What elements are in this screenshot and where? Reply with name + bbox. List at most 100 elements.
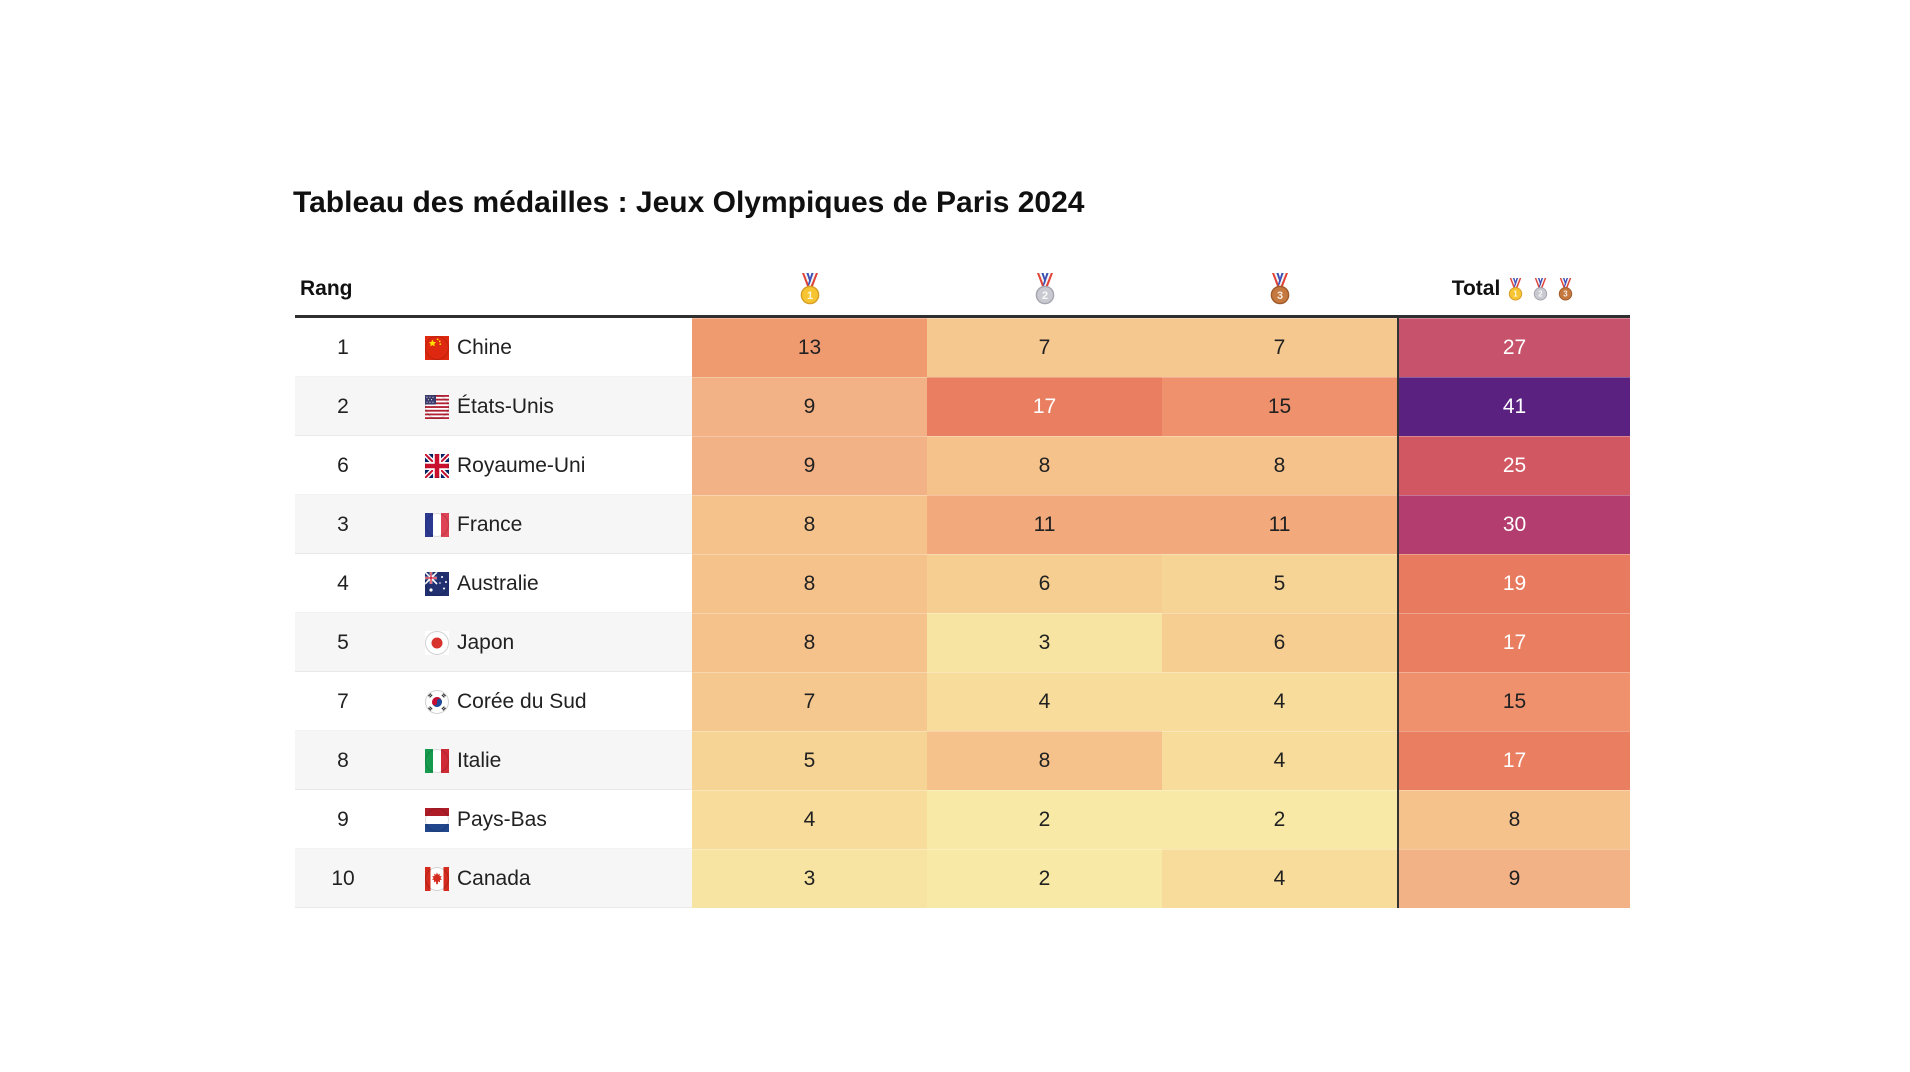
silver-count-cell: 4 [927,672,1162,731]
gold-count-cell: 9 [692,436,927,495]
total-count-cell: 8 [1397,790,1630,849]
table-row: 8 Italie 5 8 4 17 [295,731,1630,790]
svg-text:3: 3 [1564,289,1569,298]
silver-count-cell: 8 [927,731,1162,790]
silver-count-cell: 17 [927,377,1162,436]
flag-pays-bas-icon [425,807,449,832]
silver-count-cell: 2 [927,790,1162,849]
flag-slot [425,748,449,773]
total-count-cell: 9 [1397,849,1630,908]
table-row: 2 États-Unis 9 17 15 41 [295,377,1630,436]
table-row: 1 Chine 13 7 7 27 [295,318,1630,377]
bronze-medal-icon: 3 [1270,273,1289,305]
flag-australie-icon [425,571,449,596]
header-silver-column: 2 [927,263,1162,315]
silver-count-cell: 11 [927,495,1162,554]
country-label: Italie [457,748,502,772]
flag-slot [425,630,449,655]
header-total-column: Total 1 [1397,263,1630,315]
flag-chine-icon [425,335,449,360]
header-gold-column: 1 [692,263,927,315]
gold-medal-icon: 1 [1509,277,1523,300]
country-cell: 7 Corée du Sud [295,672,692,731]
country-cell: 2 États-Unis [295,377,692,436]
flag-slot [425,571,449,596]
bronze-medal-icon: 3 [1559,277,1573,300]
table-row: 7 Corée du Sud 7 4 4 15 [295,672,1630,731]
bronze-count-cell: 5 [1162,554,1397,613]
bronze-count-cell: 4 [1162,731,1397,790]
gold-count-cell: 7 [692,672,927,731]
total-count-cell: 27 [1397,318,1630,377]
gold-count-cell: 8 [692,495,927,554]
silver-medal-icon: 2 [1534,277,1548,300]
total-count-cell: 19 [1397,554,1630,613]
country-label: Canada [457,866,531,890]
bronze-count-cell: 4 [1162,849,1397,908]
flag-etats-unis-icon [425,394,449,419]
gold-count-cell: 9 [692,377,927,436]
total-count-cell: 15 [1397,672,1630,731]
flag-slot [425,453,449,478]
total-count-cell: 30 [1397,495,1630,554]
flag-slot [425,335,449,360]
rank-value: 3 [337,512,349,536]
country-cell: 9 Pays-Bas [295,790,692,849]
table-row: 6 Royaume-Uni 9 8 8 25 [295,436,1630,495]
country-label: Australie [457,571,539,595]
flag-canada-icon [425,866,449,891]
rank-value: 7 [337,689,349,713]
country-cell: 10 Canada [295,849,692,908]
header-total-label: Total [1451,277,1501,300]
country-cell: 4 Australie [295,554,692,613]
silver-count-cell: 8 [927,436,1162,495]
country-cell: 6 Royaume-Uni [295,436,692,495]
medal-table: Rang 1 [295,263,1630,908]
flag-italie-icon [425,748,449,773]
rank-value: 5 [337,630,349,654]
rank-value: 6 [337,453,349,477]
page-title: Tableau des médailles : Jeux Olympiques … [293,186,1085,219]
flag-royaume-uni-icon [425,453,449,478]
rank-value: 9 [337,807,349,831]
total-count-cell: 41 [1397,377,1630,436]
country-label: Chine [457,335,512,359]
header-rank-label: Rang [300,277,353,300]
gold-count-cell: 4 [692,790,927,849]
rank-value: 2 [337,394,349,418]
total-count-cell: 17 [1397,731,1630,790]
bronze-count-cell: 4 [1162,672,1397,731]
svg-text:3: 3 [1276,290,1282,302]
gold-count-cell: 3 [692,849,927,908]
table-row: 9 Pays-Bas 4 2 2 8 [295,790,1630,849]
header-bronze-column: 3 [1162,263,1397,315]
flag-slot [425,689,449,714]
table-header-row: Rang 1 [295,263,1630,318]
silver-medal-icon: 2 [1035,273,1054,305]
flag-slot [425,512,449,537]
gold-count-cell: 8 [692,613,927,672]
silver-count-cell: 3 [927,613,1162,672]
bronze-count-cell: 2 [1162,790,1397,849]
bronze-count-cell: 7 [1162,318,1397,377]
rank-value: 4 [337,571,349,595]
table-row: 5 Japon 8 3 6 17 [295,613,1630,672]
country-label: Royaume-Uni [457,453,586,477]
country-label: États-Unis [457,394,554,418]
table-row: 4 Australie 8 6 5 19 [295,554,1630,613]
country-label: Corée du Sud [457,689,587,713]
flag-japon-icon [425,630,449,655]
silver-count-cell: 7 [927,318,1162,377]
svg-text:1: 1 [806,290,812,302]
svg-text:1: 1 [1514,289,1519,298]
table-row: 3 France 8 11 11 30 [295,495,1630,554]
flag-slot [425,394,449,419]
bronze-count-cell: 6 [1162,613,1397,672]
rank-value: 8 [337,748,349,772]
flag-slot [425,807,449,832]
country-label: France [457,512,523,536]
bronze-count-cell: 15 [1162,377,1397,436]
country-cell: 8 Italie [295,731,692,790]
flag-slot [425,866,449,891]
